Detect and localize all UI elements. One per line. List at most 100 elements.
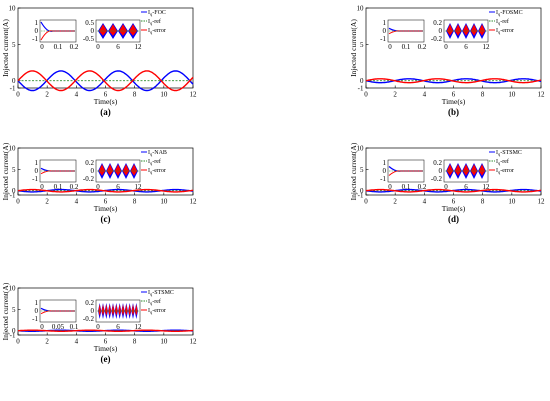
- inset-x-tick-label: 12: [135, 323, 143, 331]
- x-tick-label: 4: [75, 338, 79, 346]
- inset-y-tick-label: 0: [91, 307, 95, 315]
- x-tick-label: 2: [45, 198, 49, 206]
- inset-x-tick-label: 12: [483, 43, 491, 51]
- inset-y-tick-label: -1: [380, 35, 386, 43]
- inset-x-tick-label: 0: [96, 323, 100, 331]
- legend-label: Iq-error: [496, 168, 514, 175]
- legend-label: Iq-STSMC: [496, 150, 522, 157]
- x-tick-label: 8: [133, 338, 137, 346]
- subfigure-label: (a): [100, 107, 111, 117]
- inset-band-mark: [101, 304, 105, 316]
- x-axis-label: Time(s): [94, 344, 118, 353]
- inset-band-mark: [111, 304, 115, 316]
- inset-series-line: [388, 30, 423, 35]
- series-line: [17, 70, 194, 92]
- inset-y-tick-label: 1: [35, 159, 39, 167]
- legend-label: Iq-STSMC: [148, 290, 174, 297]
- inset-x-tick-label: 0: [444, 43, 448, 51]
- legend-label: Iq-error: [496, 28, 514, 35]
- inset-0: 10-10 0.1 0.2: [380, 159, 427, 191]
- x-tick-label: 0: [16, 91, 20, 99]
- inset-band-mark: [454, 164, 462, 176]
- inset-x-tick-label: 0.2: [418, 43, 427, 51]
- y-tick-label: -1: [358, 192, 364, 200]
- inset-x-tick-label: 0: [40, 183, 44, 191]
- inset-y-tick-label: 0: [35, 167, 39, 175]
- y-tick-label: 10: [357, 5, 365, 13]
- inset-1: 0.20-0.20 6 12: [83, 159, 142, 191]
- subfigure-label: (c): [101, 214, 111, 224]
- x-tick-label: 12: [190, 91, 198, 99]
- inset-y-tick-label: 0.2: [433, 159, 442, 167]
- x-tick-label: 10: [508, 91, 516, 99]
- series-line: [18, 329, 194, 332]
- inset-x-tick-label: 12: [135, 183, 143, 191]
- series-line: [17, 188, 194, 193]
- inset-x-tick-label: 0.1: [54, 183, 63, 191]
- inset-band-mark: [99, 24, 107, 36]
- inset-x-tick-label: 0.1: [54, 43, 63, 51]
- x-tick-label: 2: [393, 91, 397, 99]
- y-tick-label: 5: [360, 41, 364, 49]
- inset-x-tick-label: 0.1: [402, 183, 411, 191]
- inset-x-tick-label: 0: [96, 183, 100, 191]
- y-axis-label: Injected current(A): [1, 142, 10, 200]
- legend-label: Iq-FOSMC: [496, 10, 523, 17]
- inset-band-mark: [130, 164, 138, 176]
- inset-x-tick-label: 12: [135, 43, 143, 51]
- x-tick-label: 6: [452, 91, 456, 99]
- inset-x-tick-label: 0: [388, 43, 392, 51]
- legend-label: Iq-error: [148, 168, 166, 175]
- inset-1: 0.20-0.20 6 12: [431, 159, 490, 191]
- legend-label: Iq-ref: [148, 298, 161, 306]
- inset-x-tick-label: 0.2: [70, 43, 79, 51]
- inset-band-mark: [114, 164, 122, 176]
- inset-band-mark: [135, 304, 138, 316]
- x-tick-label: 12: [538, 198, 546, 206]
- y-axis-label: Injected current(A): [1, 282, 10, 340]
- x-axis-label: Time(s): [94, 204, 118, 213]
- inset-band-mark: [462, 164, 470, 176]
- y-tick-label: 0: [12, 187, 16, 195]
- inset-x-tick-label: 0: [444, 183, 448, 191]
- x-tick-label: 6: [104, 198, 108, 206]
- x-tick-label: 4: [423, 91, 427, 99]
- inset-x-tick-label: 0.1: [70, 323, 79, 331]
- inset-band-mark: [98, 304, 101, 316]
- legend-label: Iq-ref: [496, 18, 509, 26]
- x-tick-label: 0: [16, 338, 20, 346]
- inset-band-mark: [106, 164, 114, 176]
- y-tick-label: 0: [12, 327, 16, 335]
- inset-x-tick-label: 0: [40, 43, 44, 51]
- inset-0: 10-10 0.1 0.2: [32, 159, 79, 191]
- x-tick-label: 6: [452, 198, 456, 206]
- inset-band-mark: [470, 24, 478, 36]
- legend-label: Iq-ref: [496, 158, 509, 166]
- inset-x-tick-label: 6: [116, 323, 120, 331]
- inset-band-mark: [108, 304, 111, 316]
- inset-1: 0.50-0.50 6 12: [83, 19, 142, 51]
- inset-band-mark: [125, 304, 128, 316]
- inset-series-line: [40, 30, 75, 41]
- inset-x-tick-label: 0.2: [418, 183, 427, 191]
- inset-0: 10-10 0.1 0.2: [32, 19, 79, 51]
- x-tick-label: 12: [190, 338, 198, 346]
- inset-x-tick-label: 6: [464, 43, 468, 51]
- x-tick-label: 0: [364, 91, 368, 99]
- x-tick-label: 8: [133, 91, 137, 99]
- inset-band-mark: [454, 24, 462, 36]
- inset-y-tick-label: -0.5: [83, 35, 95, 43]
- inset-band-mark: [122, 164, 130, 176]
- inset-x-tick-label: 6: [116, 183, 120, 191]
- inset-y-tick-label: -1: [380, 175, 386, 183]
- x-axis-label: Time(s): [442, 204, 466, 213]
- subfigure-label: (e): [101, 354, 111, 364]
- inset-1: 0.20-0.20 6 12: [431, 19, 490, 51]
- subfigure-label: (d): [448, 214, 459, 224]
- x-tick-label: 8: [133, 198, 137, 206]
- x-tick-label: 4: [75, 198, 79, 206]
